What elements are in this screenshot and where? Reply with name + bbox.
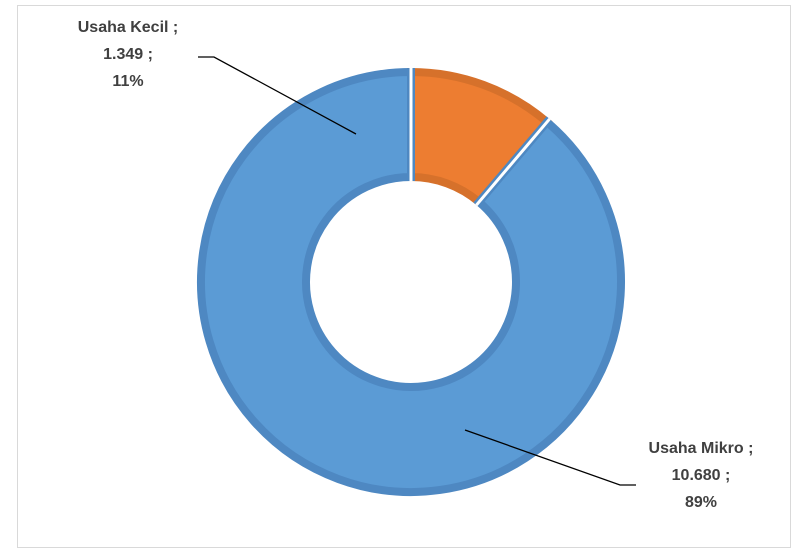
leader-lines (198, 56, 636, 486)
slice-separator (475, 117, 551, 207)
slice-usaha-mikro (197, 67, 625, 496)
data-label-percent: 89% (684, 494, 718, 511)
data-label-usaha-kecil: Usaha Kecil ; 1.349 ; 11% (58, 14, 198, 95)
leader-line-usaha-mikro (464, 429, 636, 486)
data-label-category: Usaha Mikro ; (648, 440, 754, 457)
leader-line-usaha-kecil (198, 56, 357, 135)
doughnut-slices (197, 67, 625, 496)
data-label-category: Usaha Kecil ; (77, 19, 179, 36)
data-label-value: 10.680 ; (671, 467, 731, 484)
data-label-usaha-mikro: Usaha Mikro ; 10.680 ; 89% (626, 435, 776, 516)
data-label-percent: 11% (112, 73, 144, 90)
data-label-value: 1.349 ; (103, 46, 153, 63)
